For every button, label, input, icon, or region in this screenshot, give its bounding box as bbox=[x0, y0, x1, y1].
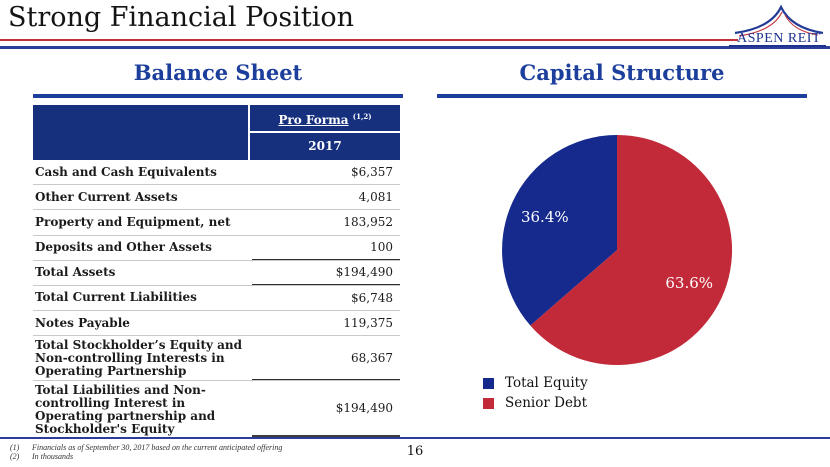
legend-item-senior-debt: Senior Debt bbox=[483, 395, 588, 411]
footnote-1: (1) Financials as of September 30, 2017 … bbox=[10, 443, 282, 452]
logo-underline bbox=[729, 45, 826, 47]
row-label: Deposits and Other Assets bbox=[35, 240, 212, 255]
balance-sheet-title: Balance Sheet bbox=[133, 60, 303, 85]
capital-structure-title: Capital Structure bbox=[519, 60, 725, 85]
footnote-2: (2) In thousands bbox=[10, 452, 282, 461]
table-row: Other Current Assets 4,081 bbox=[33, 185, 400, 211]
row-value: 100 bbox=[252, 236, 400, 260]
year-header: 2017 bbox=[308, 139, 342, 153]
page-title: Strong Financial Position bbox=[8, 2, 355, 33]
balance-sheet-title-rule bbox=[33, 94, 403, 98]
pro-forma-header: Pro Forma (1,2) bbox=[250, 105, 400, 133]
footer-divider bbox=[0, 437, 830, 439]
total-equity-swatch-icon bbox=[483, 377, 494, 389]
table-header: Pro Forma (1,2) 2017 bbox=[33, 105, 400, 160]
row-value: 68,367 bbox=[252, 336, 400, 381]
table-row-total-assets: Total Assets $194,490 bbox=[33, 261, 400, 286]
capital-structure-title-rule bbox=[437, 94, 807, 98]
logo-roof-red-accent2-icon bbox=[784, 14, 819, 36]
page-number: 16 bbox=[406, 444, 424, 459]
row-value: $6,748 bbox=[351, 291, 393, 306]
row-label: Other Current Assets bbox=[35, 189, 178, 204]
legend-item-total-equity: Total Equity bbox=[483, 375, 588, 391]
logo-roof-icon bbox=[734, 4, 824, 35]
senior-debt-swatch-icon bbox=[483, 397, 494, 409]
row-value: $194,490 bbox=[252, 381, 400, 439]
table-row-grand-total: Total Liabilities and Non-controlling In… bbox=[33, 381, 400, 440]
footnotes: (1) Financials as of September 30, 2017 … bbox=[10, 443, 282, 461]
header-blue-divider bbox=[0, 46, 830, 49]
table-header-value-cell: Pro Forma (1,2) 2017 bbox=[250, 105, 400, 160]
legend-label: Senior Debt bbox=[505, 395, 588, 411]
row-value: $194,490 bbox=[252, 261, 400, 285]
table-header-label-cell bbox=[33, 105, 250, 160]
row-label: Total Stockholder’s Equity and Non-contr… bbox=[35, 338, 243, 378]
footnote-marker: (2) bbox=[10, 452, 20, 462]
table-row: Total Current Liabilities $6,748 bbox=[33, 286, 400, 312]
logo-text: ASPEN REIT bbox=[737, 31, 821, 46]
row-value: 183,952 bbox=[343, 215, 393, 230]
legend-label: Total Equity bbox=[505, 375, 588, 391]
row-label: Total Assets bbox=[35, 265, 116, 280]
footnote-text: Financials as of September 30, 2017 base… bbox=[32, 443, 283, 452]
row-label: Cash and Cash Equivalents bbox=[35, 164, 217, 179]
pro-forma-label: Pro Forma bbox=[278, 113, 349, 127]
row-label: Property and Equipment, net bbox=[35, 214, 231, 229]
balance-sheet-table: Pro Forma (1,2) 2017 Cash and Cash Equiv… bbox=[33, 105, 400, 440]
pie-slice-total-equity bbox=[502, 135, 617, 326]
row-value: $6,357 bbox=[351, 165, 393, 180]
row-label: Notes Payable bbox=[35, 315, 130, 330]
row-value: 119,375 bbox=[343, 316, 393, 331]
table-row: Notes Payable 119,375 bbox=[33, 311, 400, 337]
footnote-text: In thousands bbox=[32, 452, 74, 462]
pie-slice-senior-debt bbox=[530, 135, 733, 365]
pie-legend: Total Equity Senior Debt bbox=[483, 375, 588, 415]
table-row: Cash and Cash Equivalents $6,357 bbox=[33, 160, 400, 186]
aspen-reit-logo: ASPEN REIT bbox=[729, 4, 826, 47]
row-value: 4,081 bbox=[358, 190, 393, 205]
row-label: Total Current Liabilities bbox=[35, 290, 197, 305]
pro-forma-footnote-ref: (1,2) bbox=[352, 112, 372, 121]
footnote-marker: (1) bbox=[10, 443, 20, 452]
row-label: Total Liabilities and Non-controlling In… bbox=[35, 383, 216, 436]
table-row: Deposits and Other Assets 100 bbox=[33, 236, 400, 261]
pie-data-label: 63.6% bbox=[665, 274, 713, 292]
table-row: Property and Equipment, net 183,952 bbox=[33, 210, 400, 236]
pie-data-label: 36.4% bbox=[521, 208, 569, 226]
logo-roof-red-accent-icon bbox=[738, 11, 783, 37]
table-row: Total Stockholder’s Equity and Non-contr… bbox=[33, 336, 400, 382]
capital-structure-pie-chart: 63.6% 36.4% bbox=[502, 135, 733, 365]
header-red-divider bbox=[0, 39, 738, 41]
